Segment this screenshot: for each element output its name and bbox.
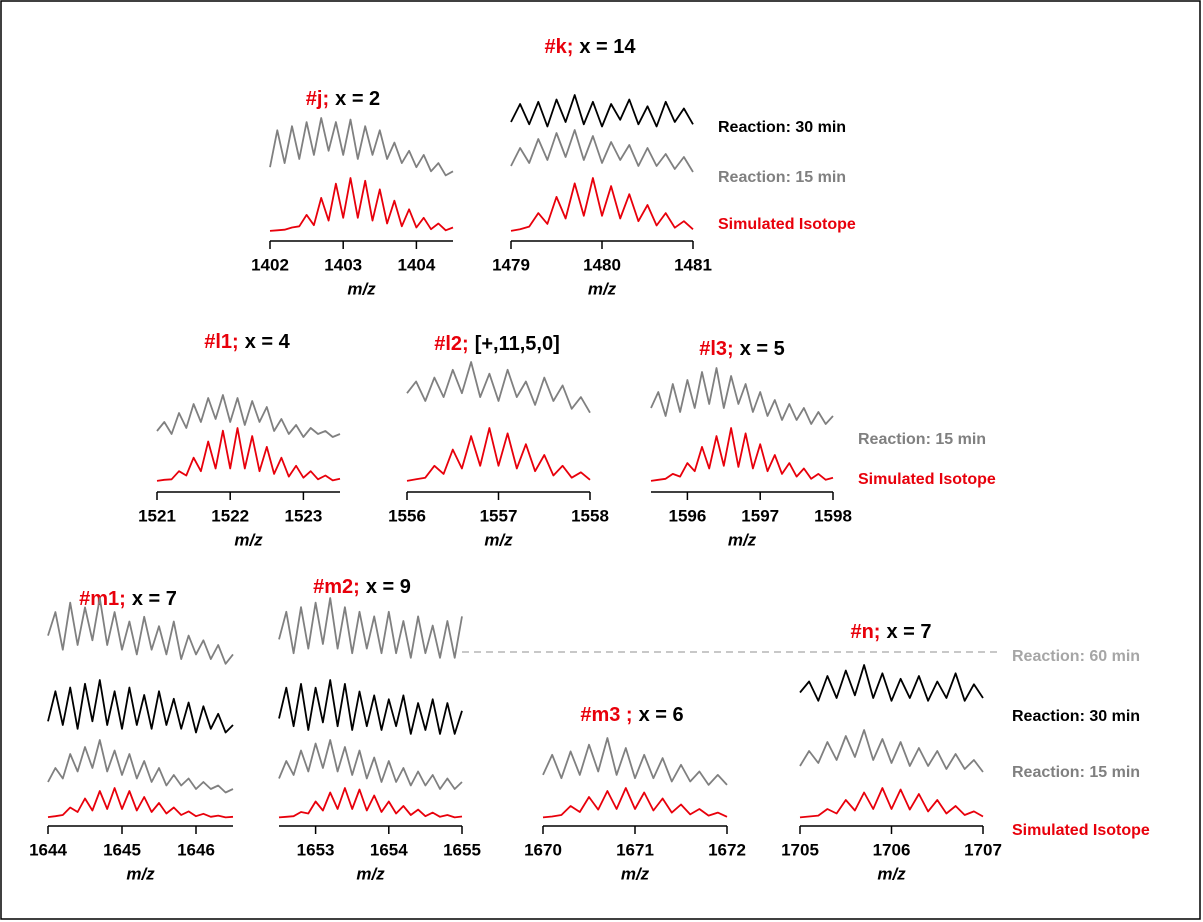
x-tick-label: 1646 — [177, 840, 215, 859]
x-tick-label: 1705 — [781, 840, 819, 859]
legend-label: Simulated Isotope — [718, 216, 856, 233]
panel-title: #l1; x = 4 — [204, 331, 290, 353]
x-tick-label: 1655 — [443, 840, 481, 859]
spectrum-line — [47, 679, 234, 734]
x-tick-label: 1402 — [251, 255, 289, 274]
x-axis-label: m/z — [126, 864, 155, 883]
spectrum-line — [542, 737, 728, 786]
x-tick-label: 1556 — [388, 506, 426, 525]
x-tick-label: 1521 — [138, 506, 176, 525]
x-tick-label: 1597 — [741, 506, 779, 525]
x-tick-label: 1672 — [708, 840, 746, 859]
panel-id: #l3; — [699, 338, 733, 360]
x-tick-label: 1558 — [571, 506, 609, 525]
x-tick-label: 1480 — [583, 255, 621, 274]
panel-title: #m1; x = 7 — [79, 588, 177, 610]
x-tick-label: 1644 — [29, 840, 67, 859]
legend-label: Reaction: 15 min — [718, 169, 846, 186]
legend-label: Simulated Isotope — [1012, 822, 1150, 839]
spectrum-line — [799, 664, 984, 702]
panel-title-text: x = 4 — [245, 331, 291, 353]
spectrum-line — [406, 361, 591, 414]
x-tick-label: 1671 — [616, 840, 654, 859]
x-tick-label: 1670 — [524, 840, 562, 859]
x-axis-label: m/z — [728, 530, 757, 549]
panel-title: #m3 ; x = 6 — [580, 704, 683, 726]
x-tick-label: 1596 — [668, 506, 706, 525]
panel-title-text: x = 7 — [132, 588, 177, 610]
panel-title: #l2; [+,11,5,0] — [434, 333, 560, 355]
spectrum-line — [650, 427, 834, 482]
panel-title: #j; x = 2 — [306, 88, 380, 110]
x-tick-label: 1403 — [324, 255, 362, 274]
spectrum-line — [47, 739, 234, 794]
spectrum-line — [278, 679, 463, 735]
spectrum-line — [650, 367, 834, 425]
panel-title-text: x = 2 — [335, 88, 380, 110]
spectrum-line — [278, 787, 463, 819]
x-tick-label: 1707 — [964, 840, 1002, 859]
legend-label: Reaction: 30 min — [1012, 708, 1140, 725]
spectrum-line — [510, 129, 694, 173]
panel-title-text: x = 5 — [740, 338, 785, 360]
spectrum-line — [799, 787, 984, 819]
legend-label: Reaction: 30 min — [718, 119, 846, 136]
spectrum-line — [156, 427, 341, 482]
x-tick-label: 1706 — [873, 840, 911, 859]
spectrum-line — [47, 597, 234, 665]
spectrum-line — [510, 177, 694, 232]
x-tick-label: 1523 — [284, 506, 322, 525]
panel-id: #m3 ; — [580, 704, 632, 726]
spectrum-line — [278, 597, 463, 659]
x-tick-label: 1654 — [370, 840, 408, 859]
x-axis-label: m/z — [356, 864, 385, 883]
x-axis-label: m/z — [588, 279, 617, 298]
x-tick-label: 1522 — [211, 506, 249, 525]
spectrum-line — [269, 117, 454, 177]
panel-id: #k; — [544, 36, 573, 58]
panel-title: #k; x = 14 — [544, 36, 636, 58]
x-tick-label: 1598 — [814, 506, 852, 525]
panel-title: #m2; x = 9 — [313, 576, 411, 598]
panel-id: #n; — [850, 621, 880, 643]
panel-title-text: [+,11,5,0] — [475, 333, 560, 355]
panel-title-text: x = 9 — [366, 576, 411, 598]
legend-label: Reaction: 60 min — [1012, 648, 1140, 665]
panel-title: #n; x = 7 — [850, 621, 931, 643]
legend-label: Reaction: 15 min — [1012, 764, 1140, 781]
x-axis-label: m/z — [347, 279, 376, 298]
x-axis-label: m/z — [621, 864, 650, 883]
spectrum-line — [799, 729, 984, 773]
x-tick-label: 1557 — [480, 506, 518, 525]
x-tick-label: 1404 — [397, 255, 435, 274]
x-axis-label: m/z — [234, 530, 263, 549]
x-tick-label: 1645 — [103, 840, 141, 859]
x-axis-label: m/z — [877, 864, 906, 883]
spectrum-line — [510, 94, 694, 128]
panel-id: #m2; — [313, 576, 360, 598]
x-tick-label: 1653 — [297, 840, 335, 859]
panel-title-text: x = 14 — [579, 36, 636, 58]
spectrum-line — [278, 739, 463, 790]
panel-id: #l1; — [204, 331, 238, 353]
spectrum-line — [269, 177, 454, 232]
panel-title-text: x = 7 — [886, 621, 931, 643]
spectrum-line — [47, 787, 234, 819]
panel-title-text: x = 6 — [639, 704, 684, 726]
x-tick-label: 1479 — [492, 255, 530, 274]
x-axis-label: m/z — [484, 530, 513, 549]
panel-id: #m1; — [79, 588, 126, 610]
legend-label: Reaction: 15 min — [858, 431, 986, 448]
panel-id: #j; — [306, 88, 329, 110]
spectrum-line — [156, 394, 341, 438]
legend-label: Simulated Isotope — [858, 471, 996, 488]
x-tick-label: 1481 — [674, 255, 712, 274]
spectrum-line — [406, 427, 591, 482]
spectrum-line — [542, 787, 728, 819]
panel-id: #l2; — [434, 333, 468, 355]
panel-title: #l3; x = 5 — [699, 338, 785, 360]
